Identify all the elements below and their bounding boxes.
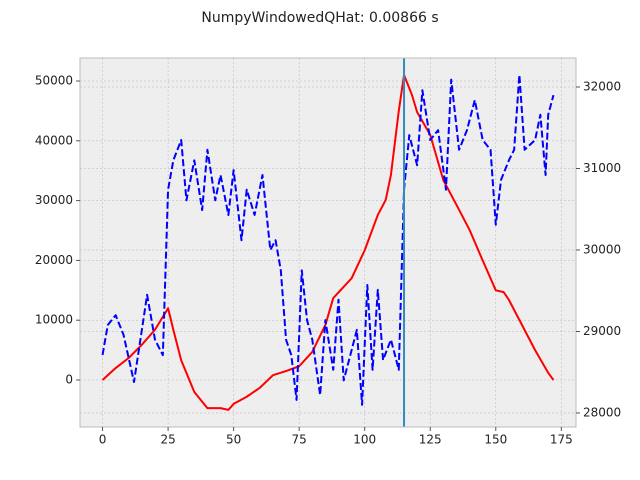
x-tick-label: 75 bbox=[292, 433, 307, 447]
axes-frame bbox=[79, 57, 577, 428]
grid bbox=[80, 58, 576, 427]
y-tick-label: 10000 bbox=[35, 313, 73, 327]
ticks: 0 25 50 75 100 125 150 175 0 10000 20000 30000 40000… bbox=[35, 74, 621, 447]
x-tick-label: 50 bbox=[226, 433, 241, 447]
y-tick-label: 40000 bbox=[35, 133, 73, 147]
y2-tick-label: 31000 bbox=[583, 161, 621, 175]
x-tick-label: 150 bbox=[484, 433, 507, 447]
series-line bbox=[101, 73, 555, 406]
y2-tick-label: 29000 bbox=[583, 324, 621, 338]
x-tick-label: 175 bbox=[550, 433, 573, 447]
series-line bbox=[101, 74, 555, 411]
x-tick-label: 25 bbox=[160, 433, 175, 447]
plot bbox=[101, 58, 555, 427]
x-tick-label: 0 bbox=[99, 433, 107, 447]
y2-tick-label: 32000 bbox=[583, 80, 621, 94]
y2-tick-label: 30000 bbox=[583, 242, 621, 256]
x-tick-label: 100 bbox=[353, 433, 376, 447]
y-tick-label: 0 bbox=[65, 373, 73, 387]
y-tick-label: 20000 bbox=[35, 253, 73, 267]
y2-tick-label: 28000 bbox=[583, 405, 621, 419]
y-tick-label: 50000 bbox=[35, 74, 73, 88]
x-tick-label: 125 bbox=[419, 433, 442, 447]
y-tick-label: 30000 bbox=[35, 193, 73, 207]
plot-area bbox=[80, 58, 576, 427]
chart-title: NumpyWindowedQHat: 0.00866 s bbox=[201, 10, 438, 26]
